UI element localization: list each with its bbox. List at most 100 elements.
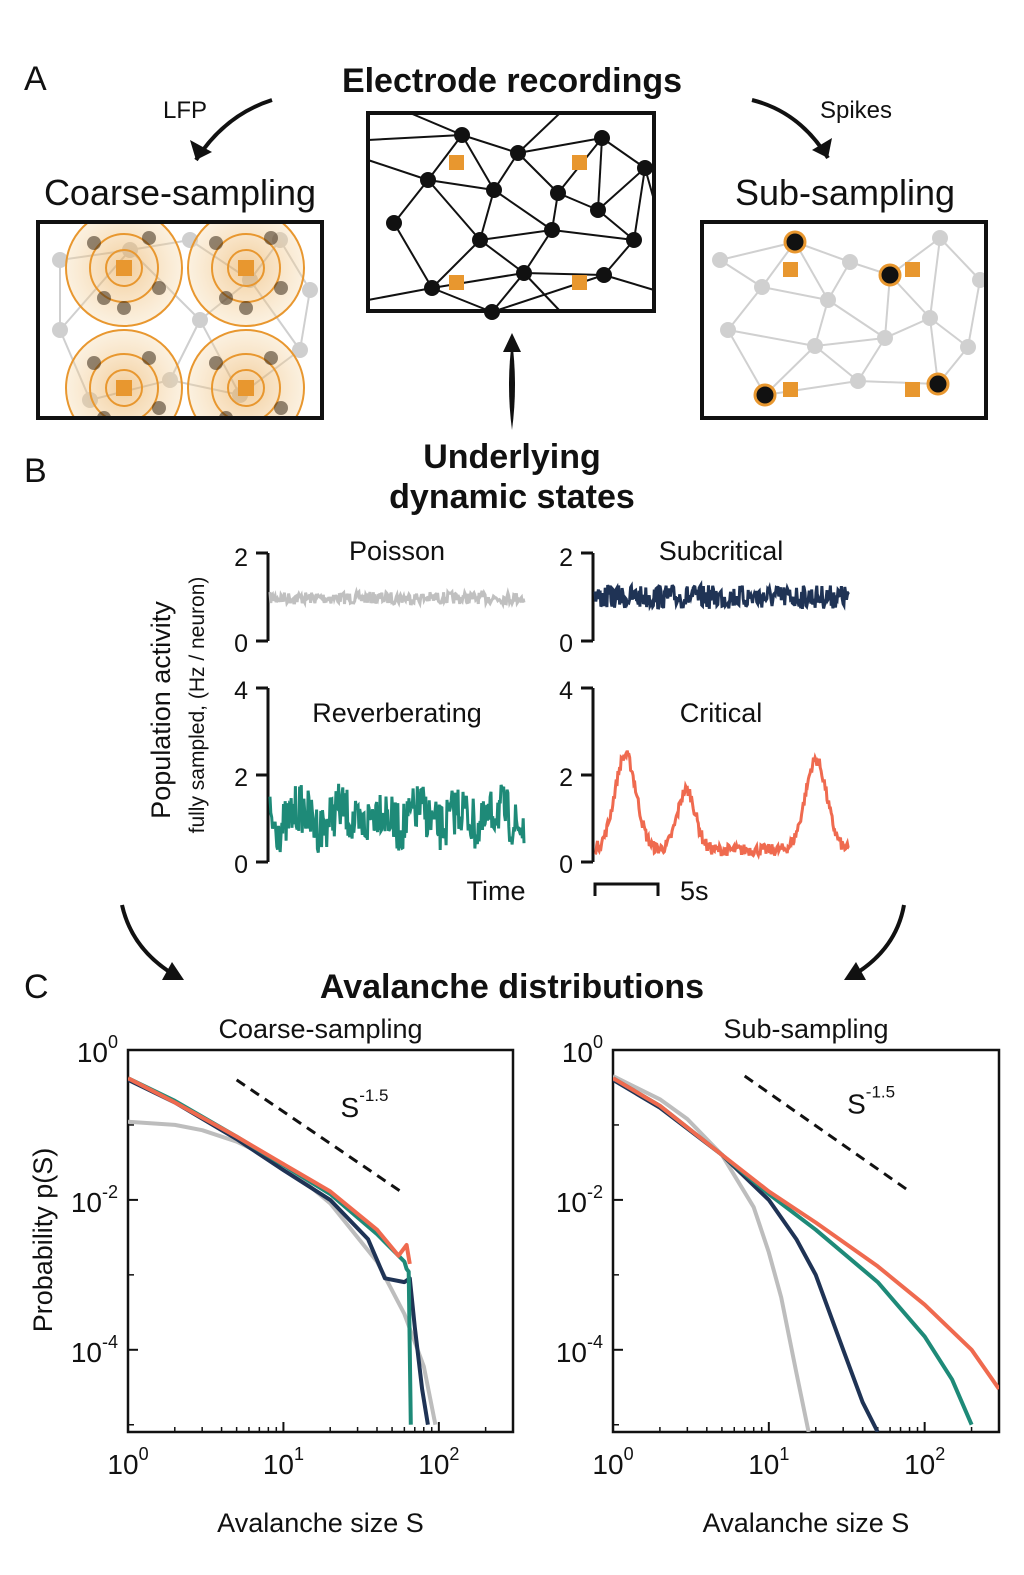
network-edge bbox=[523, 272, 605, 276]
x-tick-label: 100 bbox=[107, 1444, 148, 1480]
x-tick-label: 102 bbox=[904, 1444, 945, 1480]
up-arrow-head bbox=[503, 333, 521, 352]
network-edge bbox=[827, 299, 886, 339]
neuron-node bbox=[842, 254, 858, 270]
network-edge bbox=[929, 237, 941, 319]
fully-sampled-ylabel: fully sampled, (Hz / neuron) bbox=[186, 577, 209, 834]
series-line-subcritical bbox=[128, 1077, 430, 1426]
power-law-annotation: S-1.5 bbox=[847, 1083, 895, 1120]
coarse-sampling-title: Coarse-sampling bbox=[44, 172, 316, 213]
network-edge bbox=[551, 229, 635, 241]
network-edge bbox=[479, 189, 495, 241]
left-down-arrow bbox=[120, 904, 178, 978]
avalanche-distributions-title: Avalanche distributions bbox=[320, 968, 704, 1006]
power-law-exponent: -1.5 bbox=[866, 1083, 895, 1102]
network-edge bbox=[393, 179, 429, 224]
series-line-reverberating bbox=[613, 1076, 974, 1426]
electrode-square bbox=[572, 155, 587, 170]
network-edge bbox=[719, 259, 763, 288]
left-box-frame bbox=[36, 220, 324, 420]
network-edge bbox=[427, 179, 495, 191]
network-edge bbox=[409, 112, 463, 136]
network-edge bbox=[393, 222, 433, 289]
network-edge bbox=[367, 159, 429, 181]
chart-xlabel: Avalanche size S bbox=[703, 1508, 910, 1538]
left-down-arrowhead bbox=[162, 962, 184, 980]
network-edge bbox=[633, 167, 646, 241]
reverberating-trace bbox=[268, 783, 526, 853]
neuron-node bbox=[626, 232, 642, 248]
x-tick-label: 101 bbox=[263, 1444, 304, 1480]
lfp-electrode bbox=[65, 329, 183, 418]
neuron-node bbox=[754, 279, 770, 295]
power-law-annotation: S-1.5 bbox=[341, 1086, 389, 1123]
underlying-label-line2: dynamic states bbox=[389, 478, 635, 516]
neuron-node bbox=[922, 310, 938, 326]
power-law-exponent: -1.5 bbox=[359, 1086, 388, 1105]
panel-c-letter: C bbox=[24, 968, 49, 1006]
scale-label: 5s bbox=[680, 876, 709, 906]
electrode-square bbox=[449, 275, 464, 290]
network-edge bbox=[493, 189, 553, 231]
chart-title: Coarse-sampling bbox=[218, 1014, 422, 1044]
subcritical-ymin-tick: 0 bbox=[559, 630, 573, 658]
panel-b-letter: B bbox=[24, 452, 47, 490]
x-tick-label: 100 bbox=[592, 1444, 633, 1480]
right-down-arrow bbox=[850, 904, 906, 978]
reverberating-ymax-tick: 4 bbox=[234, 677, 248, 705]
probability-ylabel: Probability p(S) bbox=[28, 1148, 58, 1333]
network-edge bbox=[967, 279, 981, 348]
network-edge bbox=[597, 167, 646, 211]
series-line-critical bbox=[613, 1076, 999, 1391]
network-edge bbox=[523, 229, 553, 274]
network-edge bbox=[367, 287, 433, 301]
critical-ymid-tick: 2 bbox=[559, 764, 573, 792]
sub-sampling-network bbox=[700, 220, 988, 420]
network-edge bbox=[857, 337, 886, 382]
electrode-square bbox=[449, 155, 464, 170]
network-edge bbox=[461, 134, 519, 154]
poisson-trace bbox=[268, 586, 526, 610]
network-edge bbox=[479, 229, 553, 241]
y-tick-exponent: -4 bbox=[102, 1332, 118, 1352]
y-tick-label: 100 bbox=[562, 1032, 603, 1068]
network-edge bbox=[719, 241, 796, 261]
network-edge bbox=[479, 239, 525, 274]
network-edge bbox=[939, 237, 981, 281]
network-edge bbox=[427, 179, 481, 241]
network-edge bbox=[601, 137, 646, 169]
right-down-arrowhead bbox=[844, 962, 866, 980]
panel-b-axes bbox=[256, 551, 595, 864]
y-tick-label: 100 bbox=[77, 1032, 118, 1068]
neuron-node bbox=[820, 292, 836, 308]
neuron-node bbox=[590, 202, 606, 218]
panel-a-letter: A bbox=[24, 60, 47, 98]
scale-bar bbox=[593, 882, 660, 896]
network-edge bbox=[857, 380, 939, 385]
neuron-node bbox=[932, 230, 948, 246]
plot-frame bbox=[126, 1048, 515, 1434]
x-tick-label: 101 bbox=[748, 1444, 789, 1480]
network-edge bbox=[884, 317, 931, 339]
neuron-node bbox=[594, 130, 610, 146]
neuron-node bbox=[960, 339, 976, 355]
reverberating-ymin-tick: 0 bbox=[234, 851, 248, 879]
x-tick-exponent: 1 bbox=[294, 1444, 304, 1464]
neuron-node bbox=[52, 252, 68, 268]
lfp-arrowhead bbox=[190, 140, 212, 160]
chart-title: Sub-sampling bbox=[723, 1014, 888, 1044]
neuron-node bbox=[712, 252, 728, 268]
electrode-square bbox=[783, 382, 798, 397]
y-tick-label: 10-4 bbox=[556, 1332, 603, 1368]
neuron-node bbox=[472, 232, 488, 248]
neuron-node bbox=[807, 338, 823, 354]
network-edge bbox=[299, 289, 311, 351]
x-tick-exponent: 0 bbox=[139, 1444, 149, 1464]
series-group bbox=[128, 1076, 438, 1426]
y-tick-exponent: -4 bbox=[587, 1332, 603, 1352]
network-edge bbox=[461, 134, 495, 191]
network-edge bbox=[367, 134, 463, 141]
network-edge bbox=[517, 137, 603, 154]
y-tick-label: 10-2 bbox=[71, 1182, 118, 1218]
